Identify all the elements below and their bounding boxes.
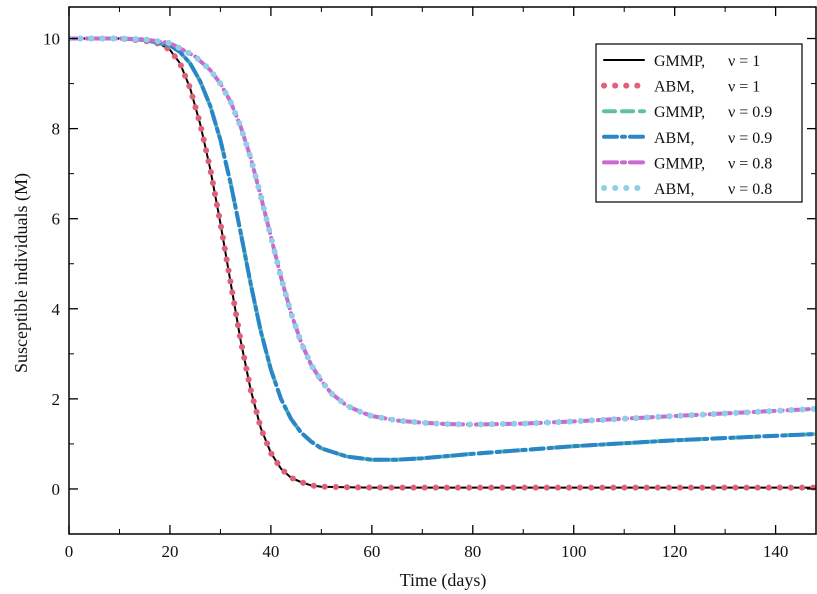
y-tick-label: 0 <box>52 480 61 499</box>
y-tick-label: 6 <box>52 210 61 229</box>
legend-label-nu: ν = 1 <box>728 53 760 70</box>
x-tick-label: 40 <box>262 542 279 561</box>
x-tick-label: 20 <box>161 542 178 561</box>
legend-label-nu: ν = 0.9 <box>728 130 772 147</box>
y-tick-label: 8 <box>52 120 61 139</box>
legend-label-method: ABM, <box>654 181 694 198</box>
y-tick-label: 4 <box>52 300 61 319</box>
series-line-6 <box>69 35 816 428</box>
legend-label-method: GMMP, <box>654 155 705 172</box>
legend-label-method: ABM, <box>654 79 694 96</box>
legend-label-method: GMMP, <box>654 104 705 121</box>
legend-label-nu: ν = 0.9 <box>728 104 772 121</box>
legend-label-method: ABM, <box>654 130 694 147</box>
legend-label-nu: ν = 0.8 <box>728 181 772 198</box>
x-tick-label: 60 <box>363 542 380 561</box>
plot-frame <box>68 6 817 535</box>
x-tick-label: 100 <box>561 542 587 561</box>
plot-area <box>69 35 816 491</box>
legend-label-nu: ν = 0.8 <box>728 155 772 172</box>
x-tick-label: 80 <box>464 542 481 561</box>
legend: GMMP, ν = 1 ABM, ν = 1 GMMP, ν = 0.9 ABM, ν = 0… <box>595 43 803 203</box>
x-tick-label: 0 <box>65 542 74 561</box>
legend-label-method: GMMP, <box>654 53 705 70</box>
legend-box <box>595 43 803 203</box>
y-tick-label: 10 <box>43 30 60 49</box>
series-line-4 <box>69 36 816 462</box>
y-axis-title: Susceptible individuals (M) <box>11 173 32 373</box>
axes: 0 20 40 60 80 100 120 140 0 2 4 6 8 10 <box>43 6 817 561</box>
x-tick-label: 120 <box>662 542 688 561</box>
series-line-2 <box>69 35 816 491</box>
x-tick-label: 140 <box>763 542 789 561</box>
x-axis-title: Time (days) <box>400 570 487 591</box>
legend-label-nu: ν = 1 <box>728 79 760 96</box>
y-tick-label: 2 <box>52 390 61 409</box>
